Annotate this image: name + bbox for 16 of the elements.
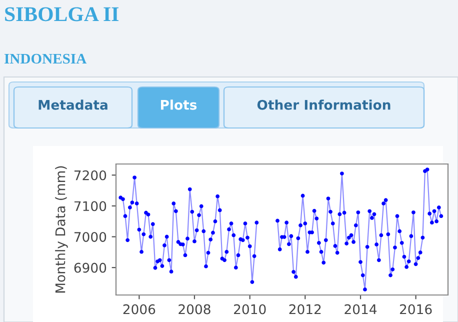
x-tick-label: 2010 bbox=[234, 304, 266, 314]
chart-subtitle: INDONESIA bbox=[4, 54, 87, 64]
y-tick-label: 7000 bbox=[74, 232, 106, 242]
x-tick-label: 2014 bbox=[344, 304, 377, 314]
text: Plots bbox=[161, 100, 197, 110]
y-axis-title: Monthly Data (mm) bbox=[55, 166, 68, 293]
y-tick-label: 7100 bbox=[74, 201, 106, 212]
x-tick-label: 2008 bbox=[178, 304, 210, 314]
x-tick-label: 2006 bbox=[123, 304, 156, 314]
x-tick-label: 2012 bbox=[289, 304, 321, 314]
text: Metadata bbox=[38, 100, 108, 110]
y-tick-label: 7200 bbox=[74, 170, 106, 180]
chart-title: SIBOLGA II bbox=[5, 7, 119, 22]
text: Other Information bbox=[257, 100, 390, 110]
y-tick-label: 6900 bbox=[74, 262, 106, 273]
x-tick-label: 2016 bbox=[400, 304, 432, 314]
